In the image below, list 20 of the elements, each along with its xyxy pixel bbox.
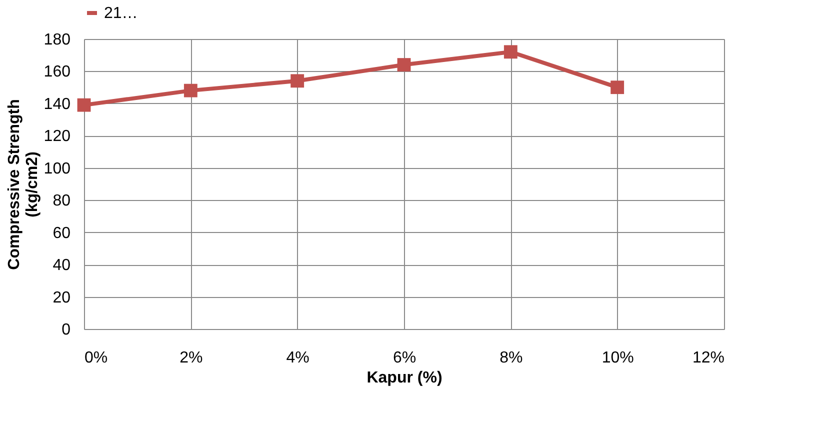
x-tick-label: 6%	[392, 350, 416, 366]
y-tick-label: 40	[52, 257, 71, 274]
y-tick-label: 180	[44, 32, 71, 48]
y-tick-label: 100	[44, 160, 71, 178]
y-tick-label: 0	[62, 322, 71, 338]
x-tick-label: 0%	[84, 350, 108, 366]
x-axis-title: Kapur (%)	[366, 370, 442, 386]
y-tick-label: 60	[52, 224, 71, 242]
x-tick-label: 8%	[500, 350, 523, 366]
y-tick-label: 140	[44, 96, 71, 113]
y-tick-label: 20	[52, 289, 71, 306]
x-tick-label: 2%	[180, 350, 203, 366]
y-tick-label: 120	[44, 128, 71, 146]
x-tick-label: 4%	[286, 350, 310, 366]
y-tick-label: 160	[44, 64, 71, 81]
legend-label: 21…	[104, 5, 138, 22]
x-tick-label: 10%	[602, 350, 634, 366]
y-tick-label: 80	[52, 192, 71, 210]
x-tick-label: 12%	[692, 350, 724, 366]
y-axis-title: Compressive Strength (kg/cm2)	[6, 99, 41, 270]
